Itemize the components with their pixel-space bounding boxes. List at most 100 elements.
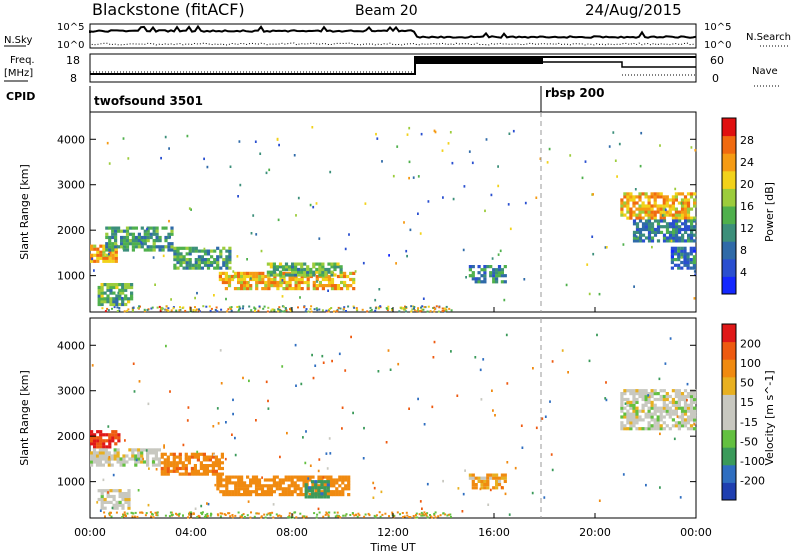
ground-cell: [144, 514, 147, 517]
range-cell: [677, 394, 681, 399]
range-cell: [647, 415, 651, 419]
ground-cell: [294, 511, 297, 514]
range-cell: [686, 192, 691, 196]
range-cell: [160, 469, 164, 473]
range-cell: [111, 436, 115, 440]
ground-cell: [419, 310, 422, 313]
noise-cell: [169, 235, 171, 239]
ground-cell: [201, 511, 204, 514]
ground-cell: [445, 309, 448, 312]
range-cell: [182, 260, 186, 265]
noise-cell: [431, 405, 434, 409]
range-cell: [124, 285, 128, 290]
range-cell: [278, 270, 283, 274]
range-cell: [233, 271, 238, 275]
range-cell: [243, 493, 247, 497]
ground-cell: [358, 514, 361, 517]
range-cell: [194, 249, 198, 253]
range-cell: [683, 421, 688, 425]
range-cell: [108, 436, 112, 440]
range-cell: [638, 195, 642, 199]
range-cell: [629, 406, 633, 410]
range-cell: [674, 195, 678, 199]
range-cell: [106, 297, 110, 301]
xtick-label: 04:00: [175, 526, 207, 539]
range-cell: [214, 461, 218, 465]
xtick-label: 08:00: [276, 526, 308, 539]
range-cell: [352, 280, 356, 285]
noise-cell: [277, 218, 280, 222]
ground-cell: [351, 512, 354, 514]
range-cell: [644, 225, 649, 229]
noise-cell: [168, 147, 170, 150]
colorbar-tick-label: -50: [740, 435, 758, 448]
range-cell: [671, 403, 675, 407]
range-cell: [474, 483, 478, 487]
noise-cell: [447, 142, 450, 145]
ground-cell: [140, 511, 143, 514]
range-cell: [155, 239, 159, 243]
range-cell: [321, 277, 325, 282]
range-cell: [632, 230, 637, 234]
noise-cell: [605, 246, 608, 249]
range-cell: [278, 484, 282, 488]
range-cell: [140, 457, 144, 461]
noise-cell: [206, 165, 209, 169]
ground-cell: [361, 308, 364, 311]
range-cell: [166, 461, 170, 465]
range-cell: [294, 267, 298, 272]
range-cell: [166, 464, 170, 468]
range-cell: [185, 266, 189, 270]
range-cell: [261, 274, 265, 279]
range-cell: [647, 204, 651, 208]
range-cell: [632, 400, 636, 404]
range-cell: [629, 195, 633, 199]
range-cell: [263, 478, 267, 482]
range-cell: [100, 503, 104, 507]
noise-cell: [147, 503, 150, 507]
ground-cell: [250, 511, 252, 514]
ground-cell: [327, 309, 330, 312]
range-cell: [220, 461, 224, 465]
noise-cell: [267, 399, 269, 403]
range-cell: [326, 483, 330, 487]
range-cell: [266, 490, 270, 494]
ground-cell: [422, 308, 425, 311]
range-cell: [282, 274, 286, 279]
range-cell: [662, 406, 666, 410]
noise-cell: [549, 400, 551, 403]
range-cell: [680, 249, 684, 253]
range-cell: [193, 452, 197, 456]
ground-cell: [349, 514, 352, 516]
noise-cell: [203, 247, 206, 251]
range-cell: [224, 280, 228, 285]
ground-cell: [143, 310, 146, 313]
range-cell: [674, 192, 678, 196]
range-cell: [686, 198, 691, 202]
range-cell: [284, 487, 288, 491]
range-cell: [653, 210, 657, 214]
range-cell: [644, 213, 648, 217]
noise-cell: [232, 398, 234, 402]
noise-cell: [229, 165, 232, 168]
nsky-tick-bottom: 10^0: [57, 40, 84, 51]
range-cell: [671, 424, 675, 428]
noise-cell: [322, 361, 325, 364]
ground-cell: [437, 515, 440, 518]
range-cell: [234, 475, 238, 479]
range-cell: [318, 280, 322, 285]
ground-cell: [277, 310, 280, 313]
ground-cell: [387, 305, 390, 308]
range-cell: [112, 497, 116, 502]
noise-cell: [651, 245, 653, 249]
range-cell: [109, 288, 113, 292]
ground-cell: [257, 512, 260, 515]
noise-cell: [91, 364, 94, 367]
range-cell: [106, 285, 110, 290]
range-cell: [260, 484, 265, 488]
date-label: 24/Aug/2015: [585, 1, 682, 19]
range-cell: [678, 230, 682, 234]
range-cell: [206, 249, 211, 253]
nsearch-tick-bottom: 10^0: [704, 40, 731, 51]
ground-cell: [127, 308, 130, 311]
